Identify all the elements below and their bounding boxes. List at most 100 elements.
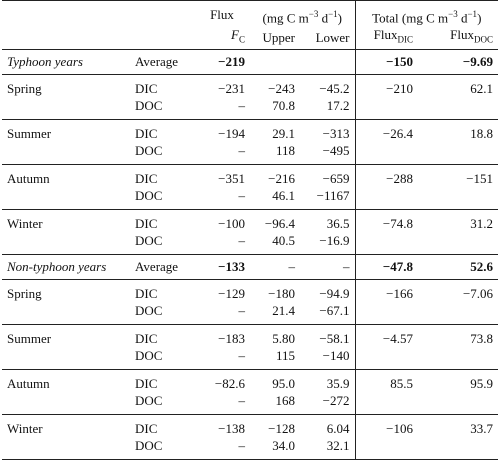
variable-label: DIC	[135, 170, 158, 186]
table-cell: FluxDOC	[418, 26, 499, 50]
variable-label: DIC	[135, 285, 158, 301]
table-cell: (mg C m−3 d−1)	[250, 0, 356, 27]
table-cell: Total (mg C m−3 d−1)	[355, 0, 499, 27]
table-cell	[2, 0, 130, 27]
table-cell: DIC	[130, 74, 194, 97]
table-row: DOC – 168 −272	[2, 391, 499, 415]
table-cell: −1167	[300, 186, 356, 210]
table-cell: 5.80	[250, 324, 300, 347]
cell-value: 95.0	[272, 375, 295, 391]
variable-label: DIC	[135, 80, 158, 96]
cell-value: –	[238, 142, 246, 158]
table-cell: –	[194, 301, 250, 325]
cell-value: −659	[322, 170, 350, 186]
table-row: Autumn DIC −351 −216 −659 −288 −151	[2, 164, 498, 187]
header-flux: Flux	[210, 7, 234, 22]
table-row: Summer DIC −183 5.80 −58.1 −4.57 73.8	[2, 324, 498, 347]
table-row: Spring DIC −231 −243 −45.2 −210 62.1	[2, 74, 498, 97]
table-cell	[418, 346, 499, 370]
cell-value: −183	[218, 330, 245, 346]
section-value: −47.8	[382, 259, 414, 275]
cell-value: −272	[322, 392, 350, 408]
section-value: –	[288, 259, 296, 275]
header-total: −1	[467, 9, 478, 19]
table-cell: −47.8	[355, 254, 419, 280]
table-cell: Autumn	[2, 369, 130, 392]
header-upper: Upper	[262, 30, 296, 46]
cell-value: –	[238, 437, 246, 453]
table-cell	[2, 436, 130, 460]
table-cell	[2, 231, 130, 255]
section-value: −9.69	[462, 54, 494, 70]
table-cell	[355, 186, 419, 210]
table-row: DOC – 70.8 17.2	[2, 96, 499, 120]
table-cell: Typhoon years	[2, 49, 130, 75]
table-cell	[418, 301, 499, 325]
table-cell: DOC	[130, 231, 194, 255]
table-row: Winter DIC −138 −128 6.04 −106 33.7	[2, 414, 498, 437]
table-cell: 32.1	[300, 436, 356, 460]
section-label: Average	[135, 54, 179, 70]
header-flux-doc: DOC	[474, 34, 494, 45]
table-cell	[2, 96, 130, 120]
header-lower: Lower	[315, 30, 350, 46]
cell-value: −26.4	[382, 125, 414, 141]
cell-value: 34.0	[272, 437, 295, 453]
table-cell: Spring	[2, 279, 130, 302]
table-row: DOC – 115 −140	[2, 346, 499, 370]
header-fc: C	[238, 34, 245, 45]
variable-label: DIC	[135, 125, 158, 141]
table-cell: −26.4	[355, 119, 418, 142]
table-cell	[355, 391, 419, 415]
table-cell	[2, 346, 130, 370]
table-cell: −243	[250, 74, 300, 97]
table-cell: −495	[300, 141, 356, 165]
table-cell: FC	[194, 26, 250, 50]
cell-value: 29.1	[272, 125, 295, 141]
table-cell: −82.6	[194, 369, 250, 392]
cell-value: 95.9	[470, 375, 494, 391]
table-cell	[2, 141, 130, 165]
table-cell: 46.1	[250, 186, 300, 210]
cell-value: −288	[386, 170, 414, 186]
table-cell: DOC	[130, 346, 194, 370]
cell-value: −58.1	[319, 330, 350, 346]
table-row: Summer DIC −194 29.1 −313 −26.4 18.8	[2, 119, 498, 142]
cell-value: 36.5	[326, 215, 350, 231]
header-units: −1	[328, 9, 338, 19]
table-cell: –	[194, 186, 250, 210]
table-cell: Winter	[2, 209, 130, 232]
table-row: DOC – 46.1 −1167	[2, 186, 499, 210]
table-cell: Lower	[300, 26, 356, 50]
cell-value: –	[238, 97, 246, 113]
cell-value: 21.4	[272, 302, 295, 318]
season-label: Autumn	[7, 375, 50, 391]
table-cell: −216	[250, 164, 300, 187]
variable-label: DOC	[135, 437, 163, 453]
table-cell: −45.2	[300, 74, 356, 97]
table-cell: Flux	[194, 0, 250, 27]
cell-value: 6.04	[326, 420, 350, 436]
cell-value: 62.1	[470, 80, 494, 96]
section-title: Typhoon years	[7, 54, 83, 70]
cell-value: –	[238, 232, 246, 248]
table-cell: −133	[194, 254, 250, 280]
table-row: Winter DIC −100 −96.4 36.5 −74.8 31.2	[2, 209, 498, 232]
table-cell: −180	[250, 279, 300, 302]
table-cell: 21.4	[250, 301, 300, 325]
section-title: Non-typhoon years	[7, 259, 107, 275]
cell-value: 46.1	[272, 187, 295, 203]
header-units: (mg C m	[262, 10, 309, 26]
section-value: 52.6	[470, 259, 494, 275]
table-cell	[355, 301, 419, 325]
table-cell: −94.9	[300, 279, 356, 302]
cell-value: −82.6	[214, 375, 245, 391]
cell-value: −151	[466, 170, 494, 186]
table-cell: –	[194, 96, 250, 120]
table-cell: −100	[194, 209, 250, 232]
season-label: Spring	[7, 285, 42, 301]
variable-label: DOC	[135, 232, 163, 248]
variable-label: DIC	[135, 375, 158, 391]
table-cell: DIC	[130, 279, 194, 302]
